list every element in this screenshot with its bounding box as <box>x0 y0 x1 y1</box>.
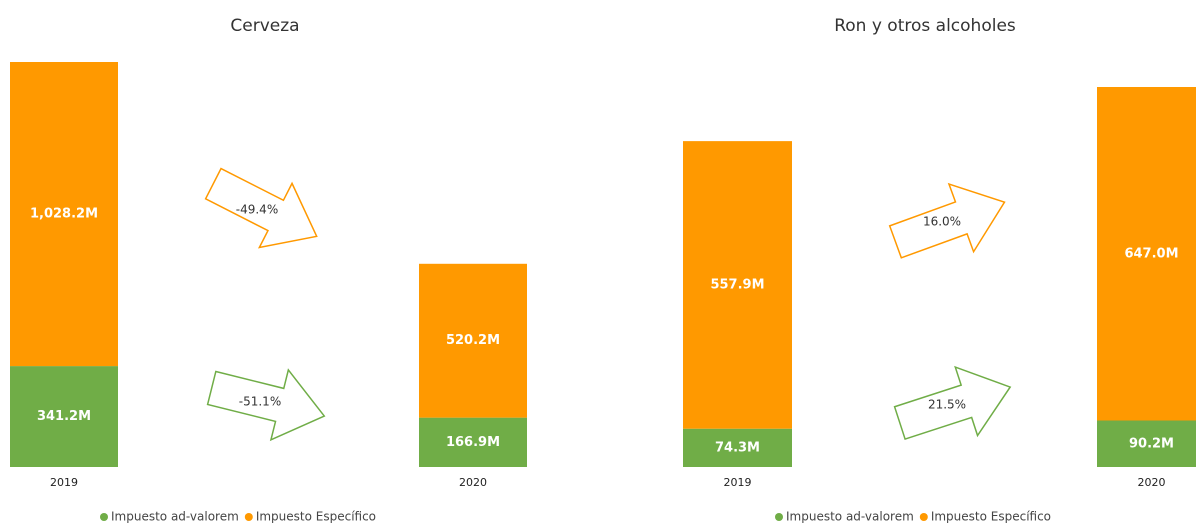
legend-label: Impuesto ad-valorem <box>786 510 914 524</box>
value-label: 166.9M <box>446 435 500 450</box>
change-arrow <box>204 167 318 249</box>
value-label: 557.9M <box>710 277 764 292</box>
chart-title: Cerveza <box>230 16 299 36</box>
bar-segment <box>419 263 527 418</box>
bar-segment <box>10 366 118 467</box>
annotation: -49.4% <box>236 203 278 217</box>
value-label: 647.0M <box>1124 246 1178 261</box>
x-tick-label: 2019 <box>724 476 752 489</box>
chart-title: Ron y otros alcoholes <box>834 16 1016 36</box>
x-tick-label: 2019 <box>50 476 78 489</box>
value-label: 90.2M <box>1129 436 1174 451</box>
value-label: 341.2M <box>37 409 91 424</box>
legend-swatch <box>919 513 928 521</box>
bar-segment <box>683 141 792 429</box>
value-label: 74.3M <box>715 440 760 455</box>
bar-segment <box>10 62 118 367</box>
annotation: 21.5% <box>928 398 966 412</box>
bar-segment <box>1097 420 1196 467</box>
legend-label: Impuesto Específico <box>256 510 376 524</box>
legend-swatch <box>775 513 783 521</box>
legend-label: Impuesto ad-valorem <box>111 510 239 524</box>
value-label: 1,028.2M <box>30 207 98 222</box>
bar-segment <box>419 417 527 467</box>
bar-segment <box>1097 87 1196 421</box>
annotation: -51.1% <box>239 395 281 409</box>
legend-swatch <box>244 513 253 521</box>
x-tick-label: 2020 <box>459 476 487 489</box>
change-arrow <box>888 182 1006 259</box>
x-tick-label: 2020 <box>1138 476 1166 489</box>
change-arrow <box>893 365 1012 441</box>
legend-label: Impuesto Específico <box>931 510 1051 524</box>
legend-swatch <box>100 513 108 521</box>
value-label: 520.2M <box>446 333 500 348</box>
change-arrow <box>206 368 326 442</box>
annotation: 16.0% <box>923 215 961 229</box>
bar-segment <box>683 428 792 467</box>
